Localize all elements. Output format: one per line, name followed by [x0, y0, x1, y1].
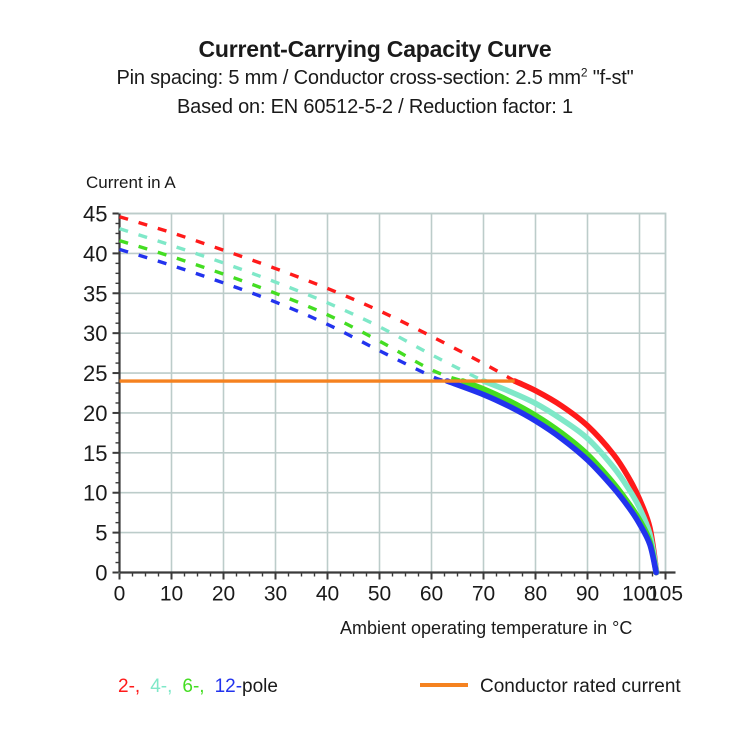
legend-poles: 2-, 4-, 6-, 12-pole — [118, 676, 280, 698]
legend-item-12-pole: 12- — [214, 676, 243, 697]
svg-text:10: 10 — [83, 481, 107, 506]
svg-text:5: 5 — [95, 521, 107, 546]
svg-text:30: 30 — [83, 321, 107, 346]
chart-legend: 2-, 4-, 6-, 12-pole Conductor rated current — [0, 676, 750, 710]
page-title: Current-Carrying Capacity Curve — [198, 36, 552, 62]
subtitle-line-1: Pin spacing: 5 mm / Conductor cross-sect… — [0, 64, 750, 93]
svg-text:90: 90 — [576, 583, 599, 606]
series-dashed-12-pole — [119, 247, 448, 383]
svg-text:25: 25 — [83, 361, 107, 386]
legend-item-6-pole: 6-, — [182, 676, 205, 697]
y-axis-label: Current in A — [86, 173, 176, 192]
svg-text:70: 70 — [472, 583, 495, 606]
axis-lines — [118, 212, 676, 574]
legend-item-2-pole: 2-, — [118, 676, 141, 697]
svg-text:50: 50 — [368, 583, 391, 606]
series-layer — [118, 215, 660, 576]
svg-text:0: 0 — [95, 561, 107, 586]
svg-text:30: 30 — [264, 583, 287, 606]
minor-ticks — [112, 212, 667, 580]
subtitle-superscript: 2 — [580, 65, 588, 80]
rated-current-label: Conductor rated current — [480, 676, 681, 697]
x-axis-label: Ambient operating temperature in °C — [340, 618, 633, 638]
svg-text:45: 45 — [83, 202, 107, 227]
series-solid-12-pole — [444, 378, 659, 576]
rated-current-swatch — [420, 683, 468, 688]
svg-text:40: 40 — [83, 241, 107, 266]
title-block: Current-Carrying Capacity Curve Pin spac… — [0, 34, 750, 122]
svg-text:40: 40 — [316, 583, 339, 606]
svg-text:35: 35 — [83, 281, 107, 306]
series-solid-4-pole — [480, 378, 660, 576]
svg-text:0: 0 — [114, 583, 126, 606]
legend-item-4-pole: 4-, — [150, 676, 173, 697]
svg-text:105: 105 — [648, 583, 683, 606]
svg-text:20: 20 — [212, 583, 235, 606]
svg-text:60: 60 — [420, 583, 443, 606]
series-dashed-4-pole — [118, 227, 485, 383]
series-dashed-2-pole — [119, 215, 516, 383]
legend-rated-current: Conductor rated current — [420, 676, 681, 698]
subtitle-line-1-tail: "f-st" — [587, 67, 634, 89]
svg-text:80: 80 — [524, 583, 547, 606]
svg-text:15: 15 — [83, 441, 107, 466]
svg-text:20: 20 — [83, 401, 107, 426]
svg-text:10: 10 — [160, 583, 183, 606]
legend-pole-suffix: pole — [242, 676, 278, 697]
svg-text:100: 100 — [622, 583, 657, 606]
subtitle-line-2: Based on: EN 60512-5-2 / Reduction facto… — [177, 96, 573, 118]
subtitle-line-1-text: Pin spacing: 5 mm / Conductor cross-sect… — [116, 67, 581, 89]
